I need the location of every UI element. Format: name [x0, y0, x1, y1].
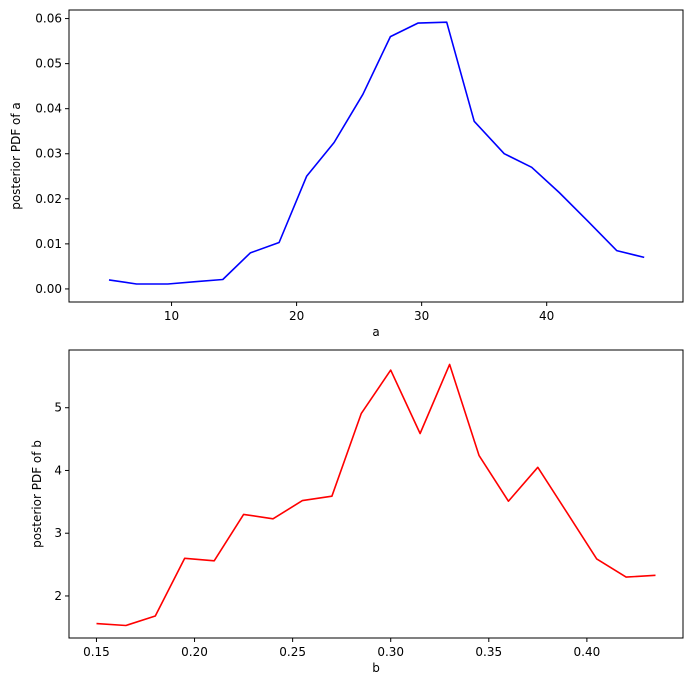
x-tick-label-b: 0.35 — [475, 645, 502, 659]
series-line-a — [108, 21, 645, 285]
y-tick-label-a: 0.06 — [35, 12, 62, 26]
y-tick-label-b: 4 — [54, 463, 62, 477]
y-tick-label-a: 0.01 — [35, 237, 62, 251]
posterior-b-panel: b posterior PDF of b 0.15 0.20 0.25 0.30 0.3… — [30, 349, 684, 675]
x-tick-label-b: 0.40 — [574, 645, 601, 659]
y-tick-label-b: 5 — [54, 401, 62, 415]
y-axis-label-b: posterior PDF of b — [30, 440, 44, 548]
y-tick-label-b: 3 — [54, 526, 62, 540]
x-tick-label-b: 0.25 — [279, 645, 306, 659]
y-axis-label-a: posterior PDF of a — [9, 102, 23, 210]
plot-frame-a — [68, 9, 684, 303]
plot-frame-b — [68, 349, 684, 639]
posterior-a-panel: a posterior PDF of a 10 20 30 40 0.00 0.01 0.0… — [9, 9, 684, 339]
x-tick-label-a: 20 — [289, 309, 304, 323]
x-tick-label-b: 0.30 — [377, 645, 404, 659]
y-tick-label-a: 0.05 — [35, 57, 62, 71]
y-tick-label-a: 0.00 — [35, 282, 62, 296]
x-axis-label-a: a — [372, 325, 379, 339]
x-tick-label-a: 10 — [164, 309, 179, 323]
x-tick-label-a: 40 — [539, 309, 554, 323]
series-line-b — [96, 363, 656, 627]
x-axis-label-b: b — [372, 661, 380, 675]
y-tick-label-a: 0.03 — [35, 147, 62, 161]
y-tick-label-b: 2 — [54, 589, 62, 603]
x-tick-label-b: 0.20 — [181, 645, 208, 659]
x-tick-label-a: 30 — [414, 309, 429, 323]
y-tick-label-a: 0.02 — [35, 192, 62, 206]
x-tick-label-b: 0.15 — [83, 645, 110, 659]
y-tick-label-a: 0.04 — [35, 102, 62, 116]
